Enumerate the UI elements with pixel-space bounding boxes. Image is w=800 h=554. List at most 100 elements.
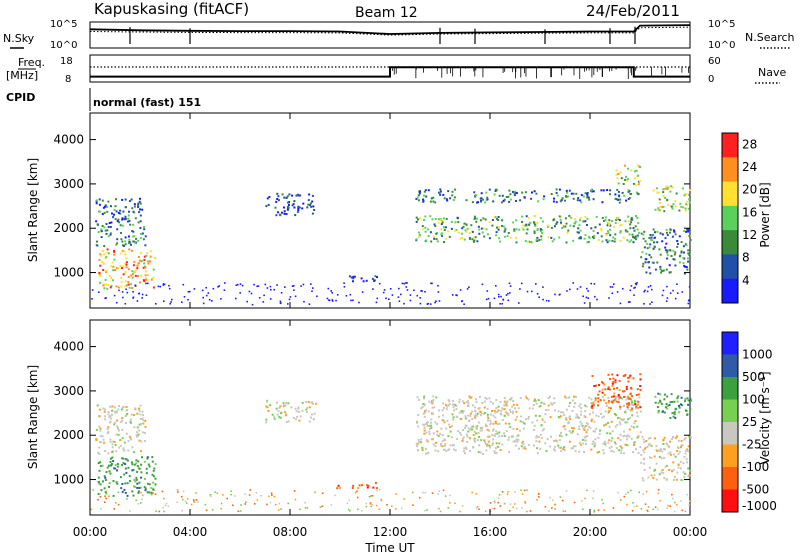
velocity-region-cell [668, 404, 671, 407]
velocity-ground-scatter [521, 493, 524, 495]
power-ground-scatter [316, 295, 318, 298]
velocity-region-cell [595, 384, 597, 387]
velocity-region-cell [97, 451, 100, 454]
power-region-cell [121, 224, 124, 227]
velocity-ground-scatter [249, 489, 251, 491]
power-ground-scatter [493, 297, 496, 300]
velocity-region-cell [482, 453, 484, 455]
velocity-region-cell [126, 412, 129, 415]
velocity-region-cell [423, 415, 426, 418]
power-region-cell [525, 232, 528, 235]
velocity-region-cell [660, 457, 663, 460]
velocity-region-cell [465, 433, 468, 436]
power-region-cell [133, 260, 136, 263]
velocity-region-cell [425, 439, 428, 442]
power-ground-scatter [548, 300, 550, 302]
power-region-cell [684, 209, 687, 212]
velocity-region-cell [504, 422, 507, 425]
power-region-cell [627, 215, 630, 218]
velocity-ground-scatter [489, 502, 492, 504]
power-region-cell [493, 215, 496, 218]
power-region-cell [129, 223, 132, 226]
power-region-cell [644, 261, 647, 264]
power-region-cell [287, 206, 290, 209]
power-region-cell [685, 230, 688, 233]
power-region-cell [125, 217, 128, 220]
power-region-cell [658, 248, 661, 251]
velocity-ground-scatter [181, 509, 183, 512]
velocity-region-cell [116, 465, 119, 468]
power-region-cell [633, 237, 636, 239]
velocity-region-cell [685, 409, 688, 412]
power-ground-scatter [634, 286, 636, 289]
velocity-region-cell [629, 393, 632, 396]
power-colorbar-swatch [722, 133, 738, 158]
velocity-region-cell [533, 398, 536, 401]
velocity-region-cell [276, 413, 279, 416]
power-region-cell [617, 190, 620, 193]
power-region-cell [465, 230, 468, 233]
velocity-region-cell [127, 439, 130, 442]
velocity-region-cell [124, 463, 127, 465]
velocity-region-cell [437, 435, 440, 438]
velocity-region-cell [440, 427, 443, 430]
power-ground-scatter [183, 296, 186, 298]
power-ground-scatter [587, 297, 589, 299]
velocity-region-cell [620, 418, 623, 421]
power-region-cell [565, 189, 568, 192]
power-ground-scatter [456, 294, 458, 297]
velocity-region-cell [558, 446, 561, 449]
velocity-region-cell [154, 483, 157, 486]
power-ground-scatter [635, 283, 638, 286]
velocity-region-cell [610, 445, 613, 448]
velocity-region-cell [441, 434, 444, 437]
velocity-region-cell [597, 400, 600, 403]
power-region-cell [493, 193, 496, 196]
velocity-region-cell [610, 400, 613, 403]
power-ground-scatter [331, 299, 334, 301]
velocity-ground-scatter [346, 502, 349, 504]
velocity-ground-scatter [497, 497, 500, 500]
power-ground-scatter [276, 284, 278, 286]
velocity-region-cell [657, 392, 660, 395]
velocity-region-cell [671, 400, 674, 403]
velocity-region-cell [595, 427, 598, 430]
velocity-region-cell [684, 472, 687, 475]
velocity-region-cell [112, 480, 115, 482]
power-ground-scatter [189, 290, 191, 293]
power-ground-scatter [115, 301, 118, 304]
velocity-region-cell [630, 386, 632, 389]
power-region-cell [144, 277, 147, 280]
power-region-cell [443, 226, 446, 229]
velocity-region-cell [619, 439, 622, 441]
power-ground-scatter [383, 289, 386, 291]
power-region-cell [106, 287, 109, 290]
velocity-region-cell [283, 404, 286, 407]
velocity-region-cell [594, 438, 597, 441]
velocity-ground-scatter [681, 509, 684, 512]
power-region-cell [124, 215, 127, 218]
power-region-cell [425, 239, 428, 242]
power-region-cell [504, 227, 507, 230]
velocity-ground-scatter [304, 507, 307, 509]
power-region-cell [555, 191, 558, 194]
velocity-region-cell [633, 444, 635, 446]
power-region-cell [609, 234, 612, 237]
power-ground-scatter [622, 287, 624, 290]
velocity-ground-scatter [447, 507, 450, 509]
power-region-cell [140, 274, 143, 277]
power-region-cell [99, 264, 102, 267]
velocity-region-cell [430, 401, 433, 404]
velocity-ground-scatter [209, 494, 212, 496]
velocity-region-cell [421, 405, 424, 408]
velocity-y-axis-label: Slant Range [km] [26, 365, 40, 469]
velocity-region-cell [594, 430, 596, 433]
power-region-cell [653, 241, 656, 244]
power-region-cell [127, 217, 130, 220]
power-region-cell [638, 180, 641, 182]
power-region-cell [687, 260, 690, 263]
velocity-region-cell [499, 449, 502, 451]
power-region-cell [133, 205, 136, 208]
velocity-ground-scatter [141, 494, 144, 497]
velocity-region-cell [611, 384, 614, 387]
